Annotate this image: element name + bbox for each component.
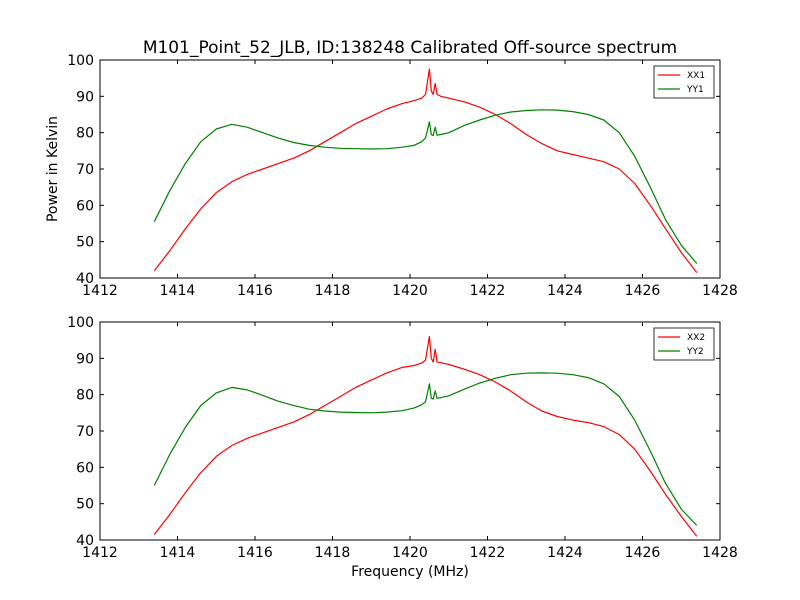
- x-tick-label: 1428: [702, 545, 738, 561]
- legend-frame: [653, 327, 715, 361]
- y-tick-label: 50: [76, 235, 94, 251]
- legend-entry-yy1: YY1: [686, 85, 704, 95]
- series-line-yy2: [153, 372, 698, 526]
- y-tick-label: 70: [76, 424, 94, 440]
- y-axis-label: Power in Kelvin: [45, 116, 61, 222]
- legend-entry-xx1: XX1: [687, 71, 705, 81]
- y-tick-label: 80: [76, 126, 94, 142]
- legend-frame: [653, 65, 715, 99]
- x-tick-label: 1422: [470, 283, 506, 299]
- x-tick-label: 1420: [392, 545, 428, 561]
- x-tick-label: 1424: [547, 283, 583, 299]
- x-tick-label: 1412: [82, 283, 118, 299]
- y-tick-label: 60: [76, 460, 94, 476]
- x-tick-label: 1422: [470, 545, 506, 561]
- x-tick-label: 1414: [160, 545, 196, 561]
- y-tick-label: 50: [76, 497, 94, 513]
- y-tick-label: 80: [76, 388, 94, 404]
- series-line-xx2: [153, 335, 698, 537]
- x-tick-label: 1416: [237, 283, 273, 299]
- x-tick-label: 1426: [625, 283, 661, 299]
- x-tick-label: 1428: [702, 283, 738, 299]
- subplot-1: 1412 1414 1416 1418 1420 1422 1424 1426 1428 40 50…: [45, 53, 738, 299]
- y-tick-label: 40: [76, 271, 94, 287]
- x-tick-label: 1416: [237, 545, 273, 561]
- figure-title: M101_Point_52_JLB, ID:138248 Calibrated …: [143, 38, 677, 58]
- y-tick-label: 90: [76, 351, 94, 367]
- legend-entry-xx2: XX2: [687, 333, 705, 343]
- y-tick-label: 100: [67, 315, 94, 331]
- y-tick-label: 90: [76, 89, 94, 105]
- x-tick-label: 1412: [82, 545, 118, 561]
- x-tick-label: 1426: [625, 545, 661, 561]
- x-tick-label: 1424: [547, 545, 583, 561]
- series-line-yy1: [153, 109, 698, 264]
- x-tick-label: 1414: [160, 283, 196, 299]
- subplot-panels: 1412 1414 1416 1418 1420 1422 1424 1426 1428 40 50…: [45, 53, 738, 580]
- y-tick-label: 70: [76, 162, 94, 178]
- y-tick-label: 60: [76, 198, 94, 214]
- y-tick-label: 40: [76, 533, 94, 549]
- subplot-2: 1412 1414 1416 1418 1420 1422 1424 1426 1428 40 50…: [67, 315, 738, 580]
- legend-entry-yy2: YY2: [686, 347, 704, 357]
- x-tick-label: 1418: [315, 545, 351, 561]
- y-tick-label: 100: [67, 53, 94, 69]
- x-tick-label: 1420: [392, 283, 428, 299]
- x-tick-label: 1418: [315, 283, 351, 299]
- series-line-xx1: [153, 68, 698, 273]
- x-axis-label: Frequency (MHz): [351, 564, 469, 580]
